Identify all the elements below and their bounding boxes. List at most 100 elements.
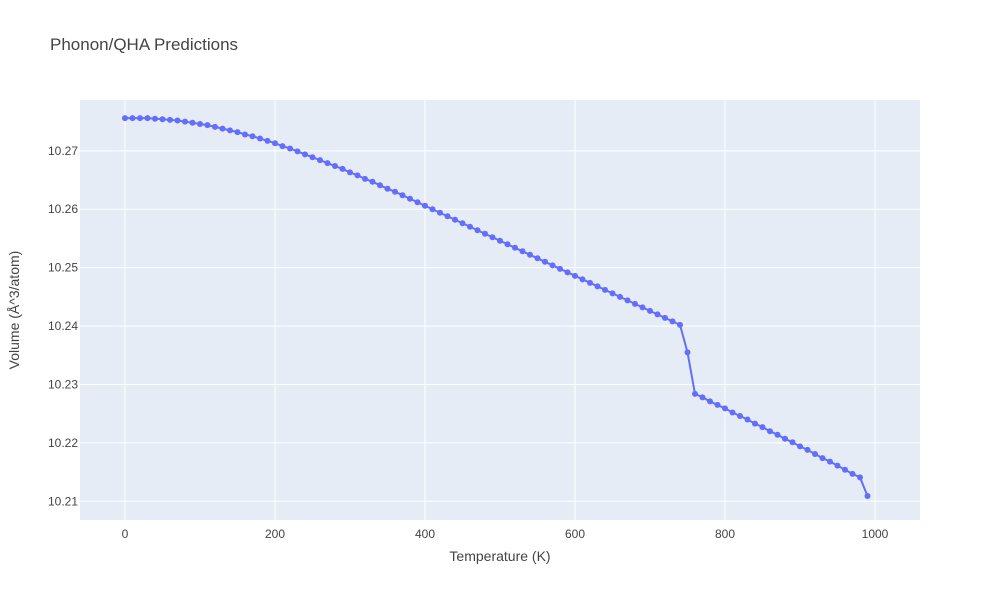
data-point — [377, 182, 383, 189]
data-point — [647, 307, 653, 314]
data-point — [789, 439, 796, 446]
data-point — [144, 115, 151, 122]
data-point — [249, 133, 256, 140]
data-point — [354, 172, 361, 179]
data-point — [684, 349, 691, 356]
data-point — [864, 493, 871, 500]
data-point — [579, 276, 586, 283]
data-point — [362, 175, 368, 182]
data-point — [264, 137, 271, 144]
y-tick-label: 10.24 — [48, 319, 78, 333]
data-point — [332, 163, 338, 170]
data-point — [287, 145, 293, 152]
x-tick-label: 400 — [415, 527, 435, 541]
data-point — [302, 151, 308, 158]
data-point — [504, 241, 511, 248]
data-point — [624, 297, 631, 304]
data-point — [737, 413, 743, 420]
data-point — [699, 394, 706, 401]
data-point — [122, 115, 128, 122]
data-point — [497, 237, 503, 244]
data-point — [819, 455, 826, 462]
x-tick-label: 1000 — [862, 527, 889, 541]
x-tick-label: 0 — [122, 527, 129, 541]
y-tick-label: 10.22 — [48, 436, 78, 450]
data-point — [227, 127, 233, 134]
data-point — [564, 269, 571, 276]
data-point — [827, 458, 833, 465]
data-point — [744, 416, 751, 423]
chart-title: Phonon/QHA Predictions — [50, 35, 238, 54]
data-point — [452, 216, 458, 223]
data-point — [174, 117, 181, 124]
x-axis-ticks: 0 200 400 600 800 1000 — [122, 527, 889, 541]
data-point — [399, 192, 406, 199]
data-point — [849, 470, 856, 477]
x-axis-title: Temperature (K) — [449, 548, 550, 564]
data-point — [542, 258, 548, 265]
data-point — [407, 195, 413, 202]
data-point — [609, 290, 616, 297]
data-point — [669, 318, 676, 325]
data-point — [234, 129, 241, 136]
y-axis-ticks: 10.21 10.22 10.23 10.24 10.25 10.26 10.27 — [48, 144, 78, 508]
data-point — [722, 405, 728, 412]
data-point — [617, 293, 623, 300]
data-point — [752, 420, 758, 427]
y-axis-title: Volume (Å^3/atom) — [6, 251, 22, 370]
data-point — [534, 255, 541, 262]
data-point — [474, 227, 481, 234]
y-tick-label: 10.26 — [48, 202, 78, 216]
data-point — [512, 244, 518, 251]
data-point — [212, 123, 218, 130]
data-point — [804, 446, 811, 453]
data-point — [137, 115, 143, 122]
data-point — [182, 118, 188, 125]
data-point — [677, 321, 683, 328]
data-point — [414, 199, 421, 206]
y-tick-label: 10.27 — [48, 144, 78, 158]
data-point — [767, 428, 773, 435]
data-point — [167, 116, 173, 123]
data-point — [257, 135, 263, 142]
data-point — [662, 314, 668, 321]
data-point — [842, 466, 848, 473]
x-tick-label: 600 — [565, 527, 585, 541]
data-point — [857, 474, 863, 481]
data-point — [197, 120, 203, 127]
data-point — [392, 188, 398, 195]
data-point — [594, 283, 601, 290]
data-point — [714, 401, 721, 408]
data-point — [557, 265, 563, 272]
data-point — [489, 234, 496, 241]
series-line — [125, 117, 869, 497]
data-point — [639, 304, 646, 311]
data-point — [632, 300, 638, 307]
data-point — [444, 213, 451, 220]
series-volume — [122, 115, 871, 500]
data-point — [384, 185, 391, 192]
y-tick-label: 10.21 — [48, 494, 78, 508]
data-point — [309, 154, 316, 161]
data-point — [129, 115, 136, 122]
data-point — [159, 116, 166, 123]
data-point — [324, 160, 331, 167]
data-point — [429, 206, 436, 213]
data-point — [279, 143, 286, 150]
y-tick-label: 10.25 — [48, 261, 78, 275]
y-tick-label: 10.23 — [48, 377, 78, 391]
data-point — [729, 409, 736, 416]
plot-area — [80, 100, 920, 520]
x-tick-label: 200 — [265, 527, 285, 541]
data-point — [692, 390, 698, 397]
data-point — [774, 431, 781, 438]
data-point — [369, 178, 376, 185]
data-point — [602, 286, 608, 293]
data-point — [759, 424, 766, 431]
data-point — [242, 131, 248, 138]
data-point — [204, 122, 211, 129]
x-tick-label: 800 — [715, 527, 735, 541]
data-point — [527, 251, 533, 258]
data-point — [467, 223, 473, 230]
